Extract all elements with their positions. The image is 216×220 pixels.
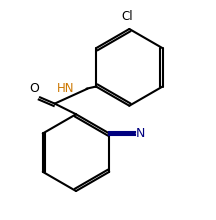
Text: Cl: Cl [121,10,133,23]
Text: HN: HN [57,82,75,95]
Text: N: N [135,127,145,140]
Text: O: O [30,82,39,95]
